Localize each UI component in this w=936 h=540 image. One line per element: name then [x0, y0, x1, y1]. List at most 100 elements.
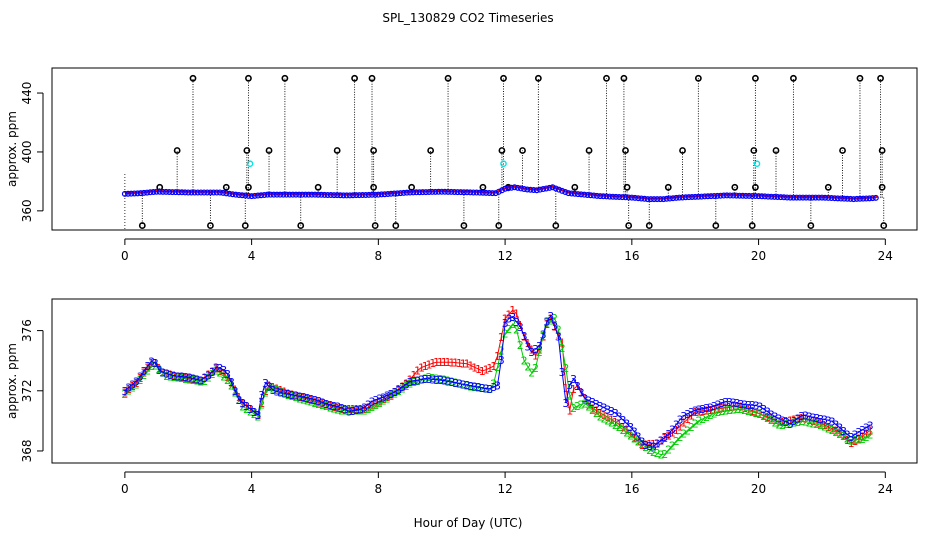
series-marker-2: 2 — [551, 312, 558, 325]
series-marker-2: 2 — [380, 395, 387, 408]
bottom-x-tick-label: 4 — [248, 482, 256, 496]
top-blue-point — [723, 192, 730, 199]
top-blue-point — [543, 185, 550, 192]
top-blue-point — [752, 193, 759, 200]
series-marker-2: 2 — [148, 360, 155, 373]
series-marker-2: 2 — [182, 373, 189, 386]
series-marker-1: 1 — [669, 427, 676, 440]
top-blue-point — [521, 185, 528, 192]
top-blue-point — [635, 195, 642, 202]
series-marker-2: 2 — [578, 398, 585, 411]
series-marker-1: 1 — [213, 363, 220, 376]
top-blue-point — [391, 190, 398, 197]
series-marker-2: 2 — [688, 421, 695, 434]
top-blue-point — [670, 195, 677, 202]
series-marker-1: 1 — [734, 400, 741, 413]
series-marker-3: 3 — [175, 370, 182, 383]
series-marker-1: 1 — [186, 372, 193, 385]
series-marker-3: 3 — [673, 419, 680, 432]
series-marker-1: 1 — [688, 409, 695, 422]
series-marker-3: 3 — [540, 329, 547, 342]
top-blue-point — [343, 192, 350, 199]
series-marker-1: 1 — [646, 438, 653, 451]
series-marker-1: 1 — [445, 356, 452, 369]
series-marker-3: 3 — [665, 428, 672, 441]
top-blue-point — [628, 194, 635, 201]
series-marker-1: 1 — [509, 304, 516, 317]
series-marker-2: 2 — [540, 330, 547, 343]
series-marker-3: 3 — [772, 411, 779, 424]
top-blue-point — [536, 186, 543, 193]
top-blue-point — [698, 193, 705, 200]
series-marker-1: 1 — [726, 401, 733, 414]
top-blue-point — [448, 188, 455, 195]
top-blue-point — [660, 196, 667, 203]
series-marker-2: 2 — [334, 404, 341, 417]
series-marker-1: 1 — [665, 429, 672, 442]
series-marker-3: 3 — [441, 375, 448, 388]
series-marker-2: 2 — [661, 448, 668, 461]
series-marker-1: 1 — [350, 403, 357, 416]
series-marker-3: 3 — [574, 380, 581, 393]
spike-point — [790, 74, 797, 82]
series-marker-3: 3 — [197, 374, 204, 387]
series-marker-3: 3 — [585, 394, 592, 407]
series-marker-3: 3 — [715, 399, 722, 412]
top-blue-point — [445, 188, 452, 195]
series-marker-2: 2 — [589, 404, 596, 417]
series-marker-2: 2 — [608, 417, 615, 430]
spike-point — [807, 222, 815, 229]
top-blue-point — [733, 192, 740, 199]
top-blue-point — [562, 189, 569, 196]
top-blue-point — [308, 191, 315, 198]
series-marker-2: 2 — [536, 346, 543, 359]
top-blue-point — [679, 194, 686, 201]
series-marker-3: 3 — [144, 360, 151, 373]
series-marker-3: 3 — [524, 340, 531, 353]
top-blue-point — [407, 189, 414, 196]
series-marker-1: 1 — [513, 308, 520, 321]
series-marker-1: 1 — [239, 397, 246, 410]
series-marker-3: 3 — [342, 404, 349, 417]
series-marker-2: 2 — [722, 405, 729, 418]
series-marker-1: 1 — [787, 414, 794, 427]
series-marker-3: 3 — [140, 365, 147, 378]
series-marker-2: 2 — [175, 372, 182, 385]
series-marker-3: 3 — [783, 416, 790, 429]
top-blue-point — [235, 191, 242, 198]
top-blue-point — [435, 188, 442, 195]
top-blue-point — [818, 194, 825, 201]
top-blue-point — [793, 194, 800, 201]
series-marker-2: 2 — [346, 404, 353, 417]
bottom-panel: approx. ppm 1111111111111111111111111111… — [5, 298, 918, 496]
spike-point — [495, 222, 503, 229]
series-marker-2: 2 — [810, 417, 817, 430]
series-marker-3: 3 — [559, 366, 566, 379]
series-marker-1: 1 — [410, 369, 417, 382]
spike-point — [880, 222, 888, 229]
series-marker-3: 3 — [388, 388, 395, 401]
series-marker-3: 3 — [825, 414, 832, 427]
series-marker-2: 2 — [270, 383, 277, 396]
bottom-x-tick-label: 20 — [751, 482, 766, 496]
top-blue-point — [555, 186, 562, 193]
series-marker-2: 2 — [555, 323, 562, 336]
series-marker-2: 2 — [775, 418, 782, 431]
top-blue-point — [593, 192, 600, 199]
top-blue-point — [422, 189, 429, 196]
top-blue-point — [356, 192, 363, 199]
series-line-3 — [124, 314, 871, 447]
series-line-2 — [124, 317, 871, 456]
series-marker-2: 2 — [232, 387, 239, 400]
top-blue-point — [860, 195, 867, 202]
spike-point — [623, 183, 631, 191]
series-marker-3: 3 — [756, 401, 763, 414]
series-marker-2: 2 — [266, 381, 273, 394]
series-marker-1: 1 — [156, 362, 163, 375]
series-marker-3: 3 — [448, 376, 455, 389]
series-marker-1: 1 — [832, 425, 839, 438]
bottom-y-axis-label: approx. ppm — [5, 343, 19, 419]
series-marker-3: 3 — [589, 396, 596, 409]
series-marker-3: 3 — [365, 398, 372, 411]
series-marker-3: 3 — [414, 374, 421, 387]
